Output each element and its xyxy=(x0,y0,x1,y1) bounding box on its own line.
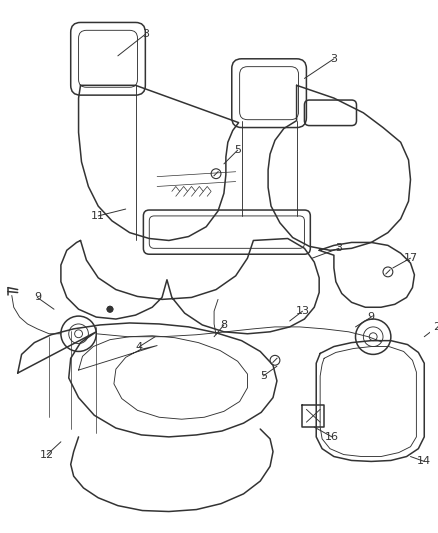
Text: 17: 17 xyxy=(403,253,417,263)
Text: 5: 5 xyxy=(260,371,267,381)
Text: 9: 9 xyxy=(367,312,375,322)
Text: 3: 3 xyxy=(330,54,337,64)
Text: 14: 14 xyxy=(417,456,431,466)
Text: 4: 4 xyxy=(136,342,143,352)
Text: 2: 2 xyxy=(434,322,438,332)
Text: 13: 13 xyxy=(296,306,310,316)
Text: 9: 9 xyxy=(34,293,41,302)
Text: 3: 3 xyxy=(142,29,149,39)
Text: 5: 5 xyxy=(234,145,241,155)
Text: 12: 12 xyxy=(40,449,54,459)
Circle shape xyxy=(106,306,113,313)
Text: 8: 8 xyxy=(220,320,227,330)
Text: 11: 11 xyxy=(91,211,105,221)
Text: 3: 3 xyxy=(336,244,343,253)
Text: 16: 16 xyxy=(325,432,339,442)
Circle shape xyxy=(106,306,113,313)
